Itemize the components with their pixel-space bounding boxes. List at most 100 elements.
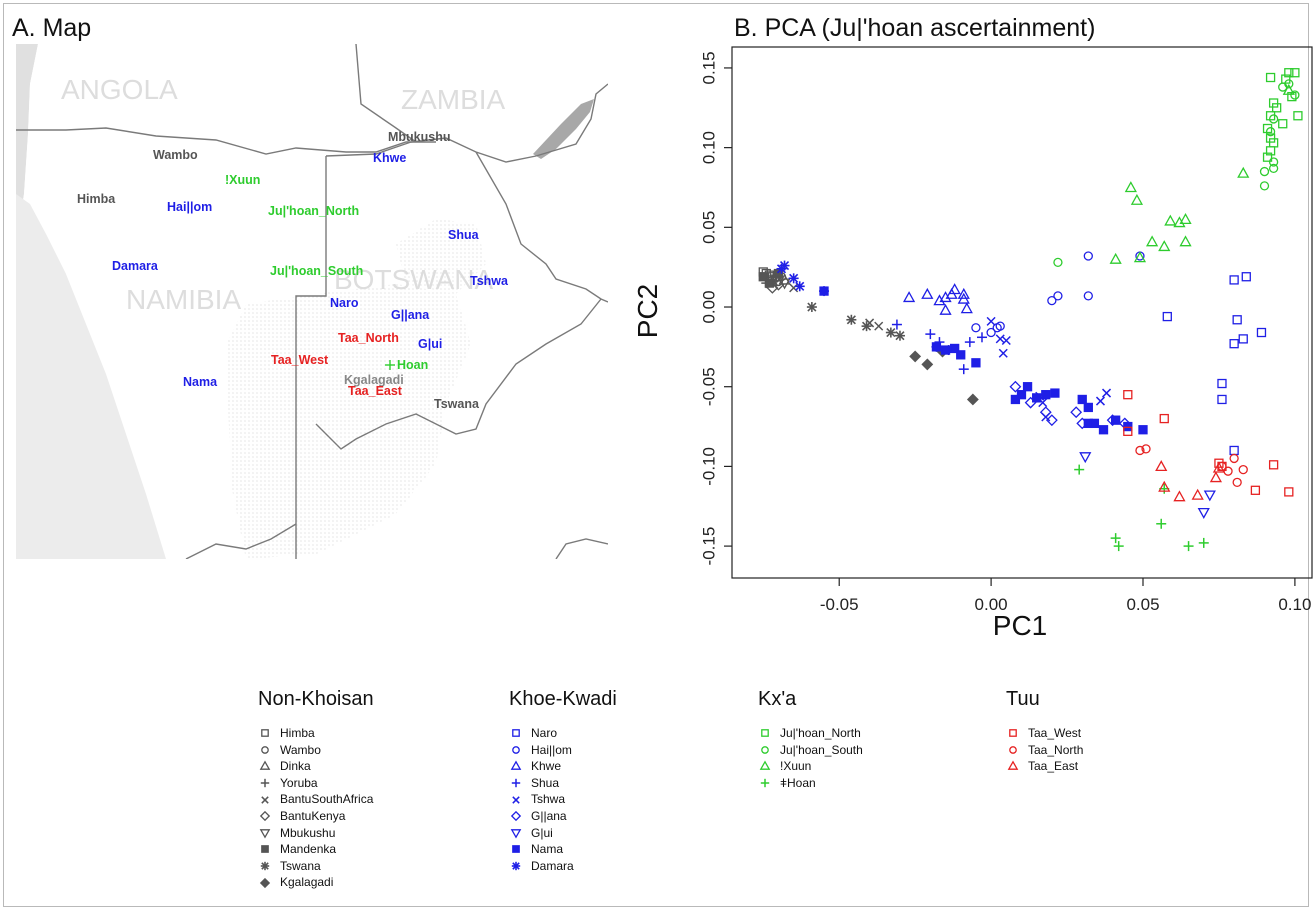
legend-item: Tswana <box>258 858 374 875</box>
data-point <box>1191 488 1204 500</box>
map-label-naro: Naro <box>330 296 359 310</box>
legend-marker <box>259 877 271 888</box>
map-label-himba: Himba <box>77 192 116 206</box>
data-point <box>1290 68 1300 78</box>
data-point <box>1265 72 1276 83</box>
data-point <box>1083 251 1093 261</box>
data-point <box>1162 311 1172 322</box>
map-label-khwe: Khwe <box>373 151 406 165</box>
x-tick-label: 0.10 <box>1278 595 1311 614</box>
x-axis: -0.05 0.00 0.05 0.10 <box>820 578 1311 614</box>
series-hai-om <box>971 251 1145 338</box>
series-mandenka <box>758 268 784 288</box>
svg-text:Mbukushu: Mbukushu <box>388 130 451 144</box>
legend-marker <box>511 778 521 788</box>
data-point <box>1265 133 1276 143</box>
map-panel: ANGOLA ZAMBIA NAMIBIA BOTSWANA Mbukushu Wamb… <box>16 44 608 559</box>
data-point <box>1138 425 1148 435</box>
legend-item: Mandenka <box>258 841 374 858</box>
legend-item: Kgalagadi <box>258 874 374 891</box>
series-taa-west <box>1123 390 1294 497</box>
legend-item: G||ana <box>509 808 617 825</box>
data-point <box>902 291 916 303</box>
map-label-tswana: Tswana <box>434 397 480 411</box>
legend-marker <box>260 861 270 871</box>
legend-item: Yoruba <box>258 775 374 792</box>
data-point <box>960 302 973 314</box>
data-point <box>925 329 936 340</box>
data-point <box>1268 138 1279 148</box>
legend-item: Taa_North <box>1006 742 1083 759</box>
data-point <box>1281 74 1291 84</box>
data-point <box>764 278 774 288</box>
y-tick-label: 0.15 <box>699 51 718 84</box>
svg-text:Kgalagadi: Kgalagadi <box>344 373 404 387</box>
country-label-botswana: BOTSWANA <box>334 264 494 295</box>
data-point <box>1229 339 1239 349</box>
legend-item: Ju|'hoan_North <box>758 725 863 742</box>
chart-title: B. PCA (Ju|'hoan ascertainment) <box>734 14 1096 42</box>
map-label-taa-west: Taa_West <box>271 353 329 367</box>
data-point <box>1123 426 1133 436</box>
data-point <box>1256 327 1267 338</box>
data-point <box>921 358 934 371</box>
data-point <box>891 319 902 330</box>
data-point <box>939 303 952 315</box>
data-point <box>1141 444 1151 454</box>
legend-label: Damara <box>531 858 574 873</box>
y-tick-label: 0.05 <box>699 211 718 244</box>
data-point <box>1268 163 1279 174</box>
legend-item: Hai||om <box>509 742 617 759</box>
svg-text:Tswana: Tswana <box>434 397 480 411</box>
data-point <box>1045 414 1058 427</box>
legend-item: Ju|'hoan_South <box>758 742 863 759</box>
legend-label: BantuKenya <box>280 808 346 823</box>
data-point <box>949 343 960 354</box>
legend-label: Nama <box>531 842 564 857</box>
legend-label: Taa_North <box>1028 742 1084 757</box>
panel-a-title: A. Map <box>12 14 92 42</box>
data-point <box>1265 111 1276 121</box>
svg-text:Shua: Shua <box>448 228 480 242</box>
country-label-zambia: ZAMBIA <box>401 84 506 115</box>
caprivi-strip <box>325 137 537 163</box>
legend-label: Ju|'hoan_South <box>780 742 863 757</box>
series-tswana <box>806 302 905 341</box>
legend-item: Naro <box>509 725 617 742</box>
legend-marker <box>761 729 769 738</box>
data-point <box>1113 541 1124 552</box>
legend-item: Tshwa <box>509 791 617 808</box>
data-point <box>956 350 966 360</box>
legend-item: Mbukushu <box>258 825 374 842</box>
legend-label: Shua <box>531 775 560 790</box>
data-point <box>909 350 922 363</box>
legend-label: Tswana <box>280 858 321 873</box>
kariba-lake <box>533 99 594 159</box>
data-point <box>1278 119 1288 129</box>
pca-chart: -0.05 0.00 0.05 0.10 -0.15 -0.10 -0.05 0.00 0.0… <box>630 40 1313 650</box>
data-point <box>957 287 970 299</box>
data-point <box>1284 68 1294 78</box>
data-point <box>1217 461 1227 472</box>
data-point <box>998 348 1008 358</box>
svg-text:Ju|'hoan_South: Ju|'hoan_South <box>270 264 363 278</box>
south-border <box>185 523 297 559</box>
map-label-hai-om: Hai||om <box>167 200 212 214</box>
series-damara <box>776 260 830 297</box>
series-ju-hoan-north <box>1262 68 1303 162</box>
legend-item: Dinka <box>258 758 374 775</box>
series--xuun <box>1109 83 1295 264</box>
legend-label: Dinka <box>280 759 311 774</box>
data-point <box>1053 291 1063 301</box>
data-point <box>1241 272 1251 282</box>
data-point <box>1229 275 1239 285</box>
map-label-kgalagadi: Kgalagadi <box>344 373 404 387</box>
data-point <box>1229 445 1239 456</box>
legend-marker <box>259 760 271 771</box>
legend-item: G|ui <box>509 825 617 842</box>
legend-group-title: Khoe-Kwadi <box>509 688 617 710</box>
data-point <box>894 330 905 341</box>
data-point <box>1268 157 1279 167</box>
country-label-namibia: NAMIBIA <box>126 284 241 315</box>
data-point <box>1039 406 1052 419</box>
